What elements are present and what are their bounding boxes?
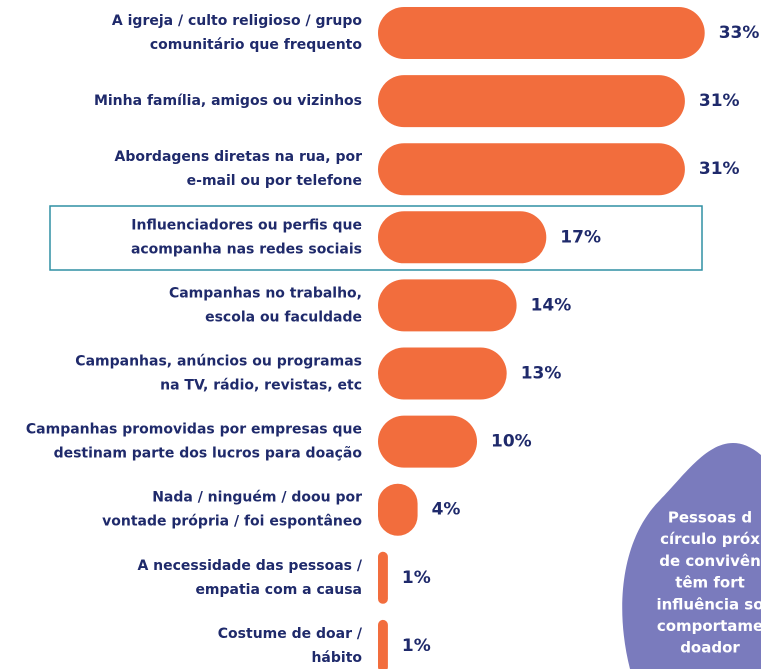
category-label: destinam parte dos lucros para doação (54, 446, 363, 462)
bar (378, 619, 388, 669)
highlight-box (49, 205, 703, 271)
bar (378, 347, 507, 400)
value-label: 13% (521, 364, 562, 384)
bar (378, 143, 685, 196)
category-label: Campanhas, anúncios ou programas (75, 354, 362, 370)
value-label: 4% (432, 500, 461, 520)
bar (378, 211, 547, 264)
value-label: 17% (560, 227, 601, 247)
bar (378, 551, 388, 604)
category-label: hábito (311, 650, 362, 666)
bar (378, 7, 705, 59)
value-label: 10% (491, 432, 532, 452)
bar (378, 279, 517, 332)
value-label: 1% (402, 568, 431, 588)
category-label: Minha família, amigos ou vizinhos (94, 93, 362, 109)
bar (378, 483, 418, 536)
callout-text: influência so (656, 595, 761, 613)
category-label: vontade própria / foi espontâneo (102, 514, 362, 530)
value-label: 31% (699, 159, 740, 179)
category-label: A necessidade das pessoas / (137, 558, 362, 574)
value-label: 14% (531, 295, 572, 315)
category-label: Campanhas no trabalho, (169, 285, 362, 301)
category-label: na TV, rádio, revistas, etc (160, 378, 362, 394)
category-label: empatia com a causa (195, 582, 362, 598)
category-label: escola ou faculdade (205, 309, 362, 325)
category-label: Influenciadores ou perfis que (131, 217, 362, 233)
category-label: Costume de doar / (218, 626, 363, 642)
category-label: e-mail ou por telefone (187, 173, 362, 189)
category-label: comunitário que frequento (150, 37, 363, 53)
value-label: 33% (719, 23, 760, 43)
callout-text: doador (680, 639, 740, 657)
bar (378, 415, 477, 468)
value-label: 1% (402, 636, 431, 656)
callout-blob (622, 443, 761, 669)
category-label: Campanhas promovidas por empresas que (26, 422, 362, 438)
callout-text: Pessoas d (668, 509, 752, 527)
category-label: acompanha nas redes sociais (131, 241, 362, 257)
callout-text: círculo próx (660, 530, 760, 548)
value-label: 31% (699, 91, 740, 111)
callout-text: comportame (657, 617, 761, 635)
callout-text: de convivên (659, 552, 761, 570)
callout-text: têm fort (675, 574, 745, 592)
bar (378, 75, 685, 128)
category-label: Nada / ninguém / doou por (152, 490, 362, 506)
category-label: Abordagens diretas na rua, por (115, 149, 363, 165)
category-label: A igreja / culto religioso / grupo (112, 13, 362, 29)
